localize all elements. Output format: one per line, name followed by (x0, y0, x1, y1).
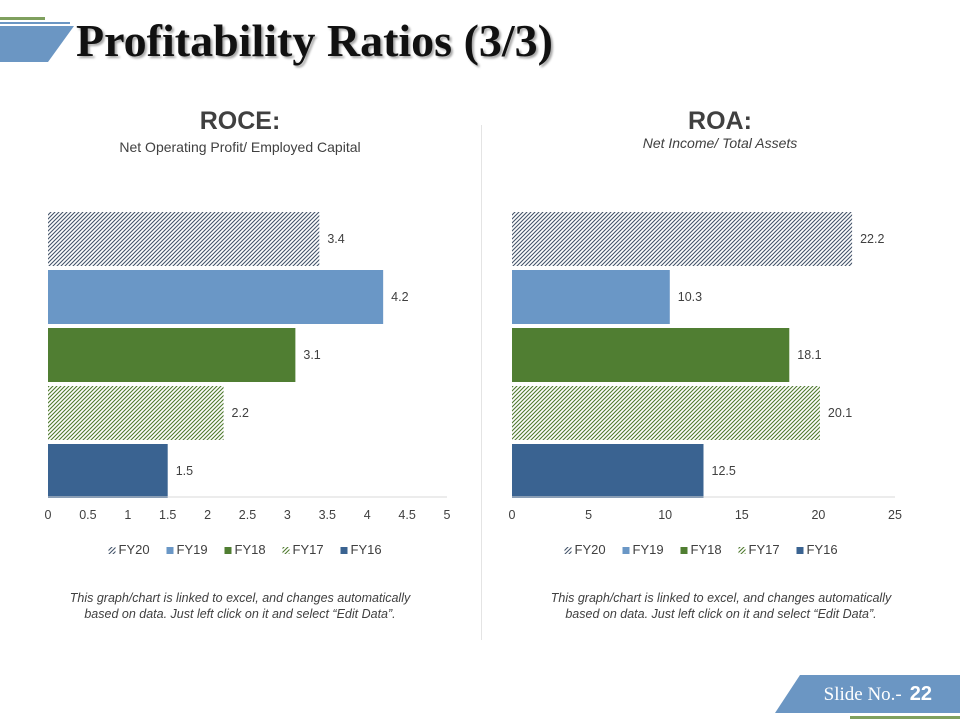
slide-number: 22 (909, 683, 932, 705)
roce-tick-label: 2.5 (239, 508, 256, 522)
roce-tick-label: 0 (45, 508, 52, 522)
slide-number-badge: Slide No.- 22 (824, 683, 932, 706)
svg-text:FY19: FY19 (177, 542, 208, 557)
roce-title: ROCE: (199, 107, 281, 135)
roce-bar-fy16[interactable] (48, 444, 168, 498)
svg-text:FY16: FY16 (807, 542, 838, 557)
roce-legend-fy20[interactable]: FY20 (108, 542, 150, 557)
roa-data-label-fy19: 10.3 (678, 290, 702, 304)
roa-tick-label: 5 (585, 508, 592, 522)
roa-legend-fy17[interactable]: FY17 (738, 542, 780, 557)
roce-bar-fy19[interactable] (48, 270, 384, 324)
roa-data-label-fy18: 18.1 (797, 348, 821, 362)
roce-chart[interactable]: 3.4 4.2 3.1 2.2 1.5 0 0.5 1 1.5 2 2.5 3 3.5 4 4.5 5 FY20… (0, 195, 480, 575)
roce-tick-label: 1.5 (159, 508, 176, 522)
roce-bar-fy20[interactable] (48, 212, 320, 266)
roce-data-label-fy16: 1.5 (176, 464, 193, 478)
roa-bar-fy17[interactable] (512, 386, 820, 440)
roa-legend-fy18[interactable]: FY18 (680, 542, 722, 557)
roce-tick-label: 4.5 (398, 508, 415, 522)
roce-tick-label: 1 (124, 508, 131, 522)
svg-text:FY18: FY18 (235, 542, 266, 557)
svg-text:FY18: FY18 (691, 542, 722, 557)
roce-tick-label: 0.5 (79, 508, 96, 522)
svg-text:FY20: FY20 (119, 542, 150, 557)
roa-tick-label: 0 (509, 508, 516, 522)
roce-legend-fy18[interactable]: FY18 (224, 542, 266, 557)
roa-tick-label: 20 (811, 508, 825, 522)
roce-bar-fy17[interactable] (48, 386, 224, 440)
roa-legend-fy19[interactable]: FY19 (622, 542, 664, 557)
roa-legend-fy20[interactable]: FY20 (564, 542, 606, 557)
roa-data-label-fy16: 12.5 (712, 464, 736, 478)
roa-tick-label: 25 (888, 508, 902, 522)
roce-bar-fy18[interactable] (48, 328, 296, 382)
roa-note: This graph/chart is linked to excel, and… (550, 591, 892, 621)
roce-tick-label: 3.5 (319, 508, 336, 522)
roa-bar-fy18[interactable] (512, 328, 790, 382)
roce-data-label-fy20: 3.4 (327, 232, 344, 246)
header-accent-shape (0, 17, 74, 62)
roce-subtitle: Net Operating Profit/ Employed Capital (119, 139, 361, 155)
roce-data-label-fy17: 2.2 (232, 406, 249, 420)
roce-tick-label: 2 (204, 508, 211, 522)
panel-divider (481, 125, 482, 640)
roa-bar-fy16[interactable] (512, 444, 704, 498)
roce-tick-label: 3 (284, 508, 291, 522)
roce-tick-label: 5 (444, 508, 451, 522)
roce-data-label-fy18: 3.1 (303, 348, 320, 362)
roa-data-label-fy17: 20.1 (828, 406, 852, 420)
roce-tick-label: 4 (364, 508, 371, 522)
roa-subtitle: Net Income/ Total Assets (642, 135, 798, 151)
roa-data-label-fy20: 22.2 (860, 232, 884, 246)
roce-data-label-fy19: 4.2 (391, 290, 408, 304)
svg-text:FY20: FY20 (575, 542, 606, 557)
svg-text:FY19: FY19 (633, 542, 664, 557)
roa-tick-label: 10 (658, 508, 672, 522)
footer-accent-shape (775, 675, 960, 719)
roce-note: This graph/chart is linked to excel, and… (69, 591, 411, 621)
roa-title: ROA: (688, 107, 752, 135)
roa-bar-fy20[interactable] (512, 212, 853, 266)
svg-text:FY17: FY17 (749, 542, 780, 557)
svg-text:FY17: FY17 (293, 542, 324, 557)
slide-title: Profitability Ratios (3/3) (76, 15, 553, 66)
slide-number-label: Slide No.- (823, 684, 902, 705)
roa-chart[interactable]: 22.2 10.3 18.1 20.1 12.5 0 5 10 15 20 25 FY20 FY19 FY… (480, 195, 960, 575)
roce-legend-fy16[interactable]: FY16 (340, 542, 382, 557)
svg-text:FY16: FY16 (351, 542, 382, 557)
roce-legend-fy17[interactable]: FY17 (282, 542, 324, 557)
roa-legend-fy16[interactable]: FY16 (796, 542, 838, 557)
roce-legend-fy19[interactable]: FY19 (166, 542, 208, 557)
roa-tick-label: 15 (735, 508, 749, 522)
roa-bar-fy19[interactable] (512, 270, 670, 324)
